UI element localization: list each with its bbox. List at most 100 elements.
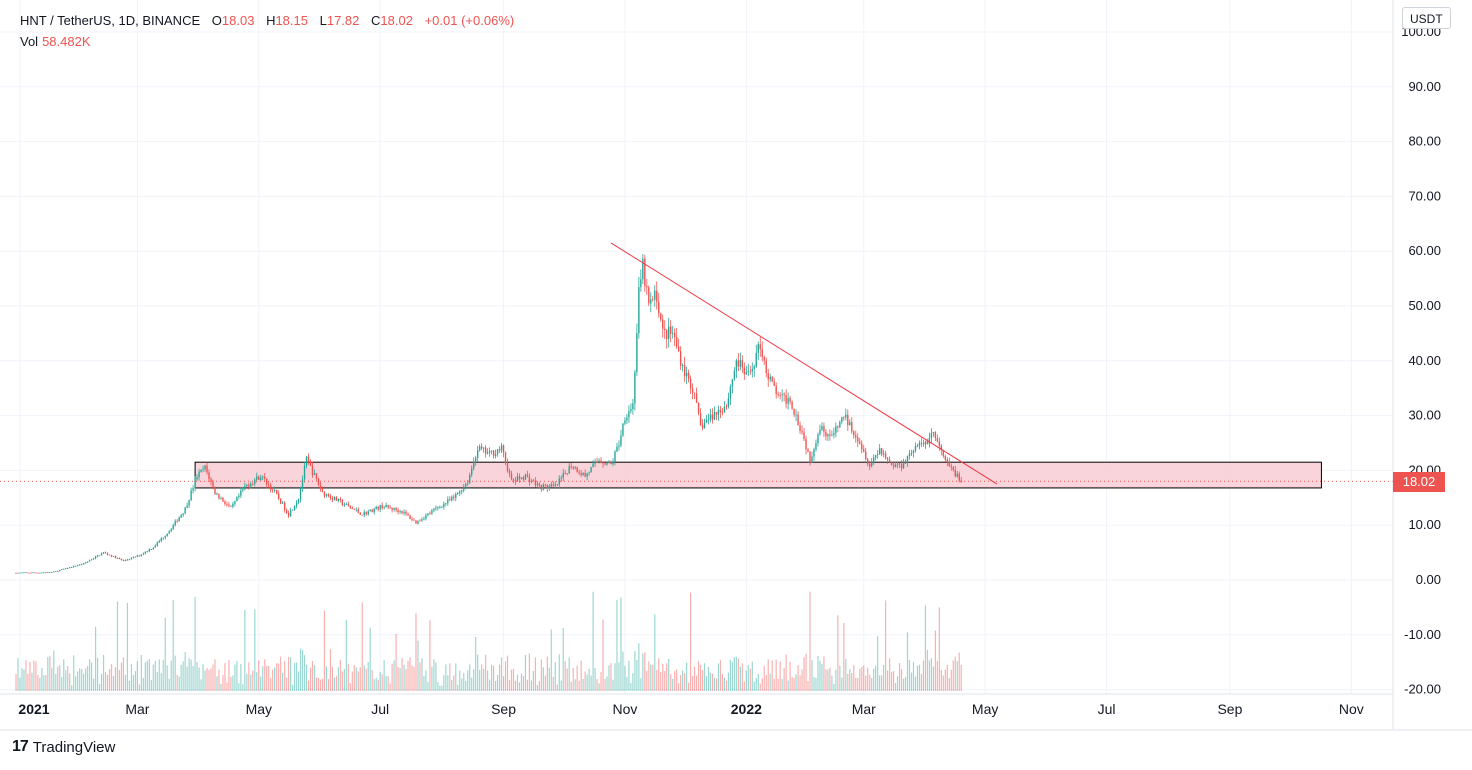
support-zone[interactable] (194, 461, 1322, 489)
volume-bar (445, 664, 447, 691)
candle-body (457, 493, 459, 494)
candle-body (435, 507, 437, 509)
candle-body (502, 445, 505, 453)
candle-body (88, 560, 91, 562)
volume-bar (875, 666, 877, 691)
volume-bar (590, 675, 592, 691)
symbol-label[interactable]: HNT / TetherUS, 1D, BINANCE (20, 13, 201, 28)
trendline[interactable] (610, 242, 998, 485)
candle-body (715, 412, 718, 415)
candle-body (673, 332, 676, 338)
volume-bar (152, 664, 154, 691)
candle-body (136, 555, 139, 557)
volume-bar (914, 676, 917, 691)
volume-bar (693, 666, 696, 691)
candle-body (387, 505, 389, 508)
candle-body (683, 365, 686, 377)
candle-body (626, 417, 628, 421)
candle-body (847, 414, 849, 426)
candle-body (566, 473, 568, 475)
volume-bar (596, 679, 598, 691)
candle-body (272, 489, 274, 491)
candle-body (273, 490, 276, 491)
volume-bar (538, 681, 540, 691)
volume-bar (751, 661, 753, 691)
volume-bar (552, 676, 554, 691)
candle-body (488, 450, 491, 453)
volume-bar (855, 677, 857, 691)
candle-body (311, 465, 314, 475)
candle-body (924, 441, 927, 445)
price-axis[interactable]: 100.0090.0080.0070.0060.0050.0040.0030.0… (1401, 24, 1441, 697)
candle-body (413, 519, 415, 521)
volume-bar (439, 685, 441, 691)
candle-body (379, 504, 381, 510)
candle-body (833, 433, 835, 436)
candle-body (701, 425, 704, 429)
volume-bar (77, 671, 79, 691)
candle-body (419, 520, 421, 522)
candle-body (154, 545, 156, 548)
volume-bar (363, 665, 365, 691)
volume-bar (719, 660, 722, 691)
volume-bar (536, 685, 538, 691)
volume-bar (614, 663, 616, 691)
candle-body (246, 484, 248, 486)
currency-button[interactable]: USDT (1402, 7, 1451, 29)
candle-body (614, 451, 616, 462)
volume-bar (759, 683, 761, 691)
candle-body (811, 456, 813, 463)
candle-body (138, 555, 141, 557)
volume-bar (421, 658, 423, 691)
volume-bar (676, 669, 678, 691)
volume-bar (839, 665, 841, 691)
candle-body (160, 538, 162, 541)
volume-bar (912, 661, 915, 691)
tradingview-logo[interactable]: 17 TradingView (12, 738, 115, 756)
volume-bar (112, 675, 115, 691)
volume-bar (672, 678, 674, 691)
time-axis[interactable]: 2021 Mar May Jul Sep Nov 2022 Mar May Jul Sep Nov (18, 701, 1363, 717)
candle-body (397, 510, 399, 512)
candle-body (367, 511, 369, 515)
candle-body (80, 564, 83, 566)
volume-bar (154, 661, 156, 691)
volume-bar (691, 675, 694, 691)
volume-bar (194, 596, 196, 691)
volume-bar (305, 664, 308, 691)
candle-body (35, 572, 37, 574)
candle-body (622, 423, 624, 436)
volume-bar (713, 677, 716, 691)
candle-body (520, 477, 523, 480)
volume-bar (825, 669, 827, 691)
volume-bar (266, 665, 268, 691)
volume-bar (274, 667, 276, 691)
candle-body (122, 560, 125, 561)
candle-body (463, 486, 465, 491)
volume-bar (508, 679, 511, 691)
candle-body (411, 518, 413, 520)
volume-bar (562, 628, 564, 691)
candle-body (331, 498, 334, 500)
candle-body (244, 485, 246, 490)
candle-body (580, 473, 582, 475)
volume-bar (138, 684, 140, 691)
candle-body (890, 462, 893, 466)
candle-body (118, 557, 121, 559)
volume-bar (349, 683, 351, 691)
candle-body (737, 360, 740, 367)
volume-bar (361, 602, 363, 691)
candle-body (146, 551, 149, 553)
grid-lines (0, 0, 1393, 694)
candle-body (25, 572, 27, 574)
candle-body (33, 572, 35, 574)
candle-body (815, 443, 817, 450)
volume-bar (423, 675, 425, 691)
candle-body (393, 507, 395, 510)
x-tick-label: Mar (852, 701, 876, 717)
candle-body (632, 403, 634, 410)
volume-bar (110, 664, 113, 691)
candle-body (902, 463, 905, 469)
volume-bar (262, 666, 264, 691)
